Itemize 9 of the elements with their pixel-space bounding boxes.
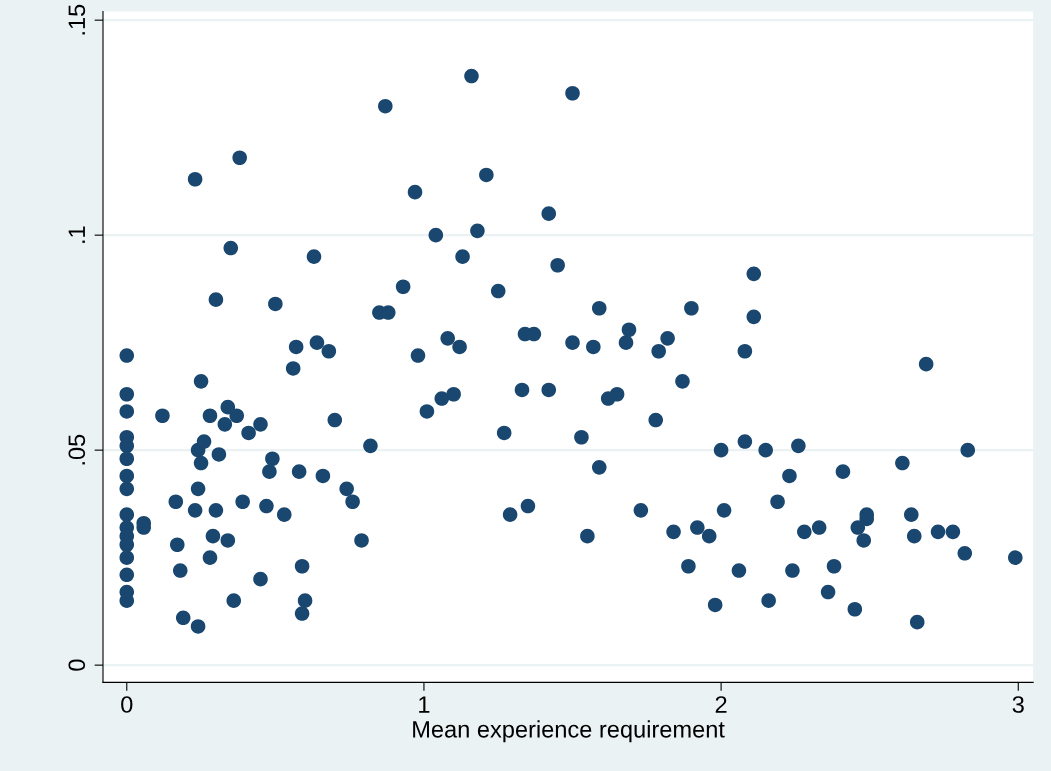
x-tick-label: 1 <box>419 696 430 713</box>
y-tick-label: .1 <box>68 226 85 243</box>
x-tick-label: 0 <box>121 696 133 713</box>
y-tick-label: .05 <box>68 434 86 465</box>
x-tick-label: 2 <box>715 696 727 713</box>
x-axis-title: Mean experience requirement <box>413 720 725 743</box>
y-tick-label: 0 <box>68 659 86 671</box>
x-tick-label: 3 <box>1012 696 1024 713</box>
y-tick-label: .15 <box>68 4 86 35</box>
